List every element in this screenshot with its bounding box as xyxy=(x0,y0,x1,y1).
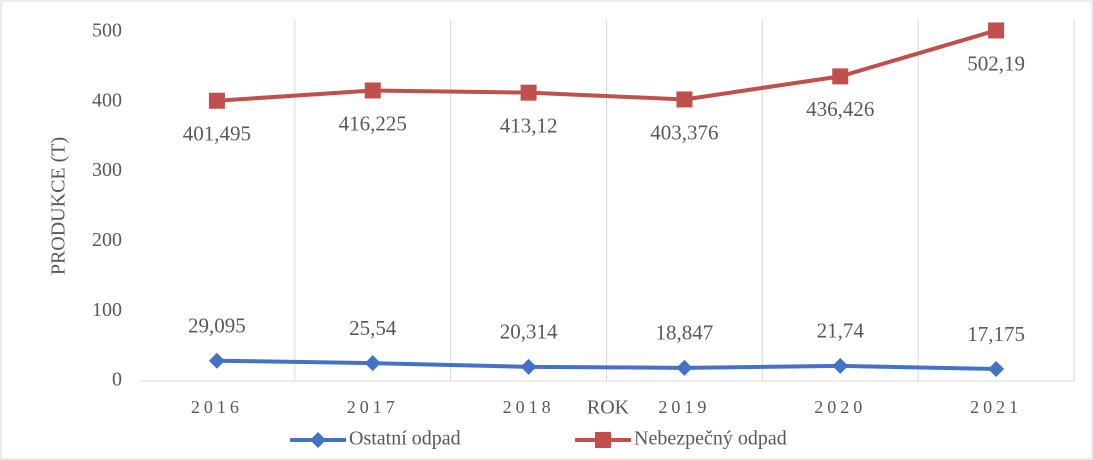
legend-label: Nebezpečný odpad xyxy=(634,428,787,450)
x-axis-label: ROK xyxy=(587,397,630,419)
x-tick-label: 2018 xyxy=(503,397,555,417)
marker xyxy=(208,92,225,109)
data-label: 25,54 xyxy=(349,316,397,340)
marker xyxy=(208,352,225,369)
x-tick-label: 2016 xyxy=(191,397,243,417)
y-tick-label: 100 xyxy=(92,299,122,321)
marker xyxy=(676,359,693,376)
marker xyxy=(520,84,537,101)
marker xyxy=(676,91,693,108)
legend-label: Ostatní odpad xyxy=(349,428,461,450)
data-label: 403,376 xyxy=(650,120,718,144)
data-label: 17,175 xyxy=(967,322,1025,346)
data-label: 413,12 xyxy=(500,113,558,137)
legend-marker xyxy=(595,432,611,448)
marker xyxy=(988,22,1005,39)
data-label: 401,495 xyxy=(183,122,251,146)
x-tick-label: 2020 xyxy=(814,397,866,417)
data-label: 29,095 xyxy=(188,314,246,338)
y-tick-label: 200 xyxy=(92,229,122,251)
data-label: 18,847 xyxy=(656,321,714,345)
series-line xyxy=(216,358,997,372)
marker xyxy=(364,355,381,372)
y-axis-label: PRODUKCE (T) xyxy=(48,137,70,275)
data-label: 21,74 xyxy=(817,319,865,343)
x-tick-label: 2019 xyxy=(658,397,710,417)
data-label: 502,19 xyxy=(967,51,1025,75)
y-tick-label: 300 xyxy=(92,159,122,181)
marker xyxy=(832,68,849,85)
marker xyxy=(988,361,1005,378)
y-tick-label: 500 xyxy=(92,20,122,42)
y-tick-label: 0 xyxy=(112,369,122,391)
marker xyxy=(520,358,537,375)
x-tick-label: 2017 xyxy=(347,397,399,417)
marker xyxy=(832,357,849,374)
x-tick-label: 2021 xyxy=(970,397,1022,417)
data-label: 436,426 xyxy=(806,97,874,121)
data-label: 416,225 xyxy=(339,111,407,135)
data-label: 20,314 xyxy=(500,320,558,344)
marker xyxy=(364,82,381,99)
legend-marker xyxy=(310,432,326,448)
series-line xyxy=(216,28,997,103)
y-tick-label: 400 xyxy=(92,89,122,111)
